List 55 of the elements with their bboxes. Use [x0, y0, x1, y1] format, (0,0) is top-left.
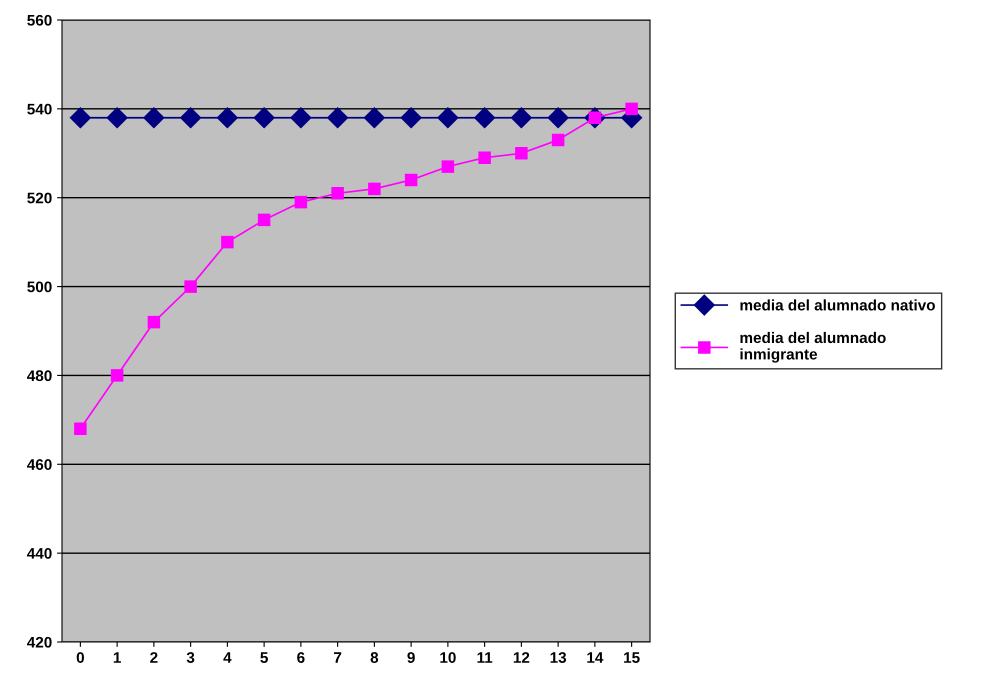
- x-tick-label: 5: [260, 652, 268, 663]
- x-tick-label: 13: [550, 652, 566, 663]
- point: [510, 107, 532, 128]
- point: [364, 107, 385, 128]
- point: [327, 107, 348, 128]
- point: [478, 151, 491, 164]
- x-tick-label: 7: [334, 652, 342, 663]
- x-tick-label: 4: [223, 652, 232, 663]
- x-tick-label: 2: [150, 652, 158, 663]
- x-tick-label: 6: [297, 652, 305, 663]
- point: [294, 196, 308, 208]
- point: [221, 236, 234, 248]
- point: [400, 107, 422, 128]
- y-tick-label: 520: [27, 192, 52, 204]
- point: [552, 134, 564, 146]
- point: [74, 422, 87, 435]
- point: [331, 187, 344, 200]
- point: [368, 182, 381, 196]
- x-tick-label: 15: [624, 652, 640, 663]
- point: [442, 160, 454, 173]
- y-tick-label: 440: [27, 548, 52, 559]
- x-tick-label: 9: [407, 652, 415, 663]
- legend-label: media del alumnado nativo: [740, 299, 935, 311]
- x-tick-label: 8: [370, 652, 378, 663]
- x-tick-label: 11: [478, 652, 492, 663]
- x-tick-label: 14: [587, 652, 604, 663]
- point: [290, 107, 312, 128]
- point: [148, 316, 160, 328]
- y-tick-label: 540: [27, 104, 52, 115]
- point: [404, 174, 418, 186]
- x-tick-label: 3: [186, 652, 194, 663]
- point: [548, 107, 569, 128]
- point: [437, 107, 458, 128]
- y-tick-label: 460: [27, 459, 52, 470]
- y-tick-label: 500: [27, 281, 52, 292]
- point: [106, 107, 128, 128]
- point: [70, 107, 91, 128]
- y-tick-label: 420: [27, 636, 52, 648]
- point: [254, 107, 275, 128]
- point: [184, 280, 197, 293]
- x-tick-label: 0: [76, 652, 84, 663]
- legend-label: media del alumnado inmigrante: [740, 332, 886, 363]
- x-tick-label: 12: [514, 652, 530, 663]
- point: [216, 107, 238, 128]
- point: [474, 107, 496, 128]
- x-tick-label: 1: [114, 652, 121, 663]
- y-tick-label: 480: [27, 370, 52, 382]
- point: [110, 369, 124, 382]
- point: [515, 147, 528, 160]
- point: [625, 102, 638, 116]
- y-tick-label: 560: [27, 14, 52, 26]
- point: [143, 107, 164, 128]
- point: [258, 214, 270, 226]
- point: [180, 107, 202, 128]
- x-tick-label: 10: [440, 652, 456, 663]
